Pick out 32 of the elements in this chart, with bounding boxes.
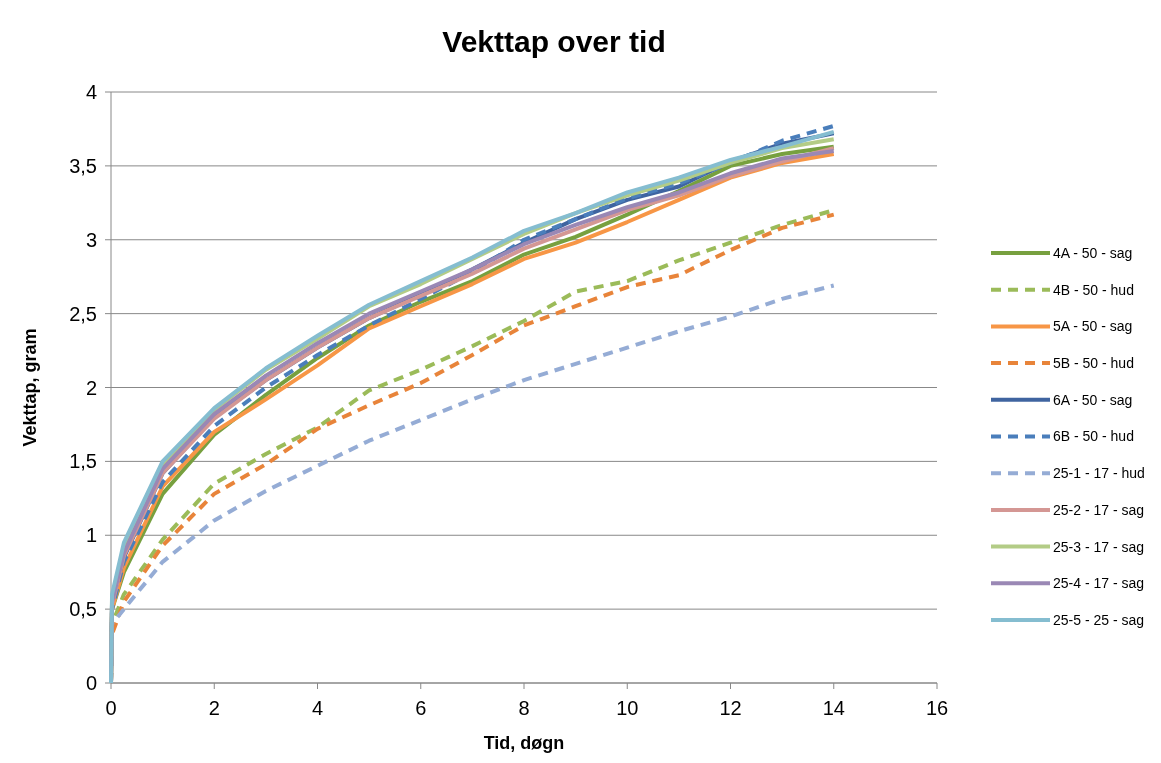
chart-title: Vekttap over tid [442, 25, 666, 58]
y-tick-label: 3 [85, 228, 97, 251]
y-tick-label: 1 [85, 524, 97, 547]
legend-label: 25-1 - 17 - hud [1053, 465, 1145, 482]
y-tick-label: 2,5 [69, 302, 97, 325]
x-tick-label: 2 [208, 697, 220, 719]
y-tick-label: 0 [85, 672, 97, 694]
legend-label: 4B - 50 - hud [1053, 281, 1134, 298]
x-tick-label: 10 [616, 697, 639, 719]
legend-label: 5B - 50 - hud [1053, 355, 1134, 371]
legend-label: 25-5 - 25 - sag [1053, 611, 1145, 628]
legend-label: 6A - 50 - sag [1053, 391, 1133, 408]
x-tick-label: 12 [719, 697, 742, 719]
legend-label: 5A - 50 - sag [1053, 318, 1133, 335]
y-tick-label: 3,5 [69, 154, 97, 177]
y-axis-title: Vekttap, gram [20, 328, 40, 447]
x-tick-label: 14 [822, 697, 845, 719]
x-tick-label: 4 [311, 697, 324, 719]
y-tick-label: 2 [85, 376, 97, 399]
x-axis-title: Tid, døgn [483, 733, 565, 753]
x-tick-label: 16 [925, 697, 949, 719]
legend-label: 6B - 50 - hud [1053, 428, 1134, 445]
legend-label: 25-4 - 17 - sag [1053, 575, 1145, 592]
y-tick-label: 4 [85, 81, 97, 103]
y-tick-label: 0,5 [69, 598, 97, 621]
x-tick-label: 0 [105, 697, 117, 719]
legend-label: 25-3 - 17 - sag [1053, 538, 1145, 555]
legend-label: 25-2 - 17 - sag [1053, 501, 1145, 518]
y-tick-label: 1,5 [69, 450, 97, 473]
legend-label: 4A - 50 - sag [1053, 244, 1133, 261]
x-tick-label: 8 [518, 697, 530, 719]
x-tick-label: 6 [415, 697, 427, 719]
